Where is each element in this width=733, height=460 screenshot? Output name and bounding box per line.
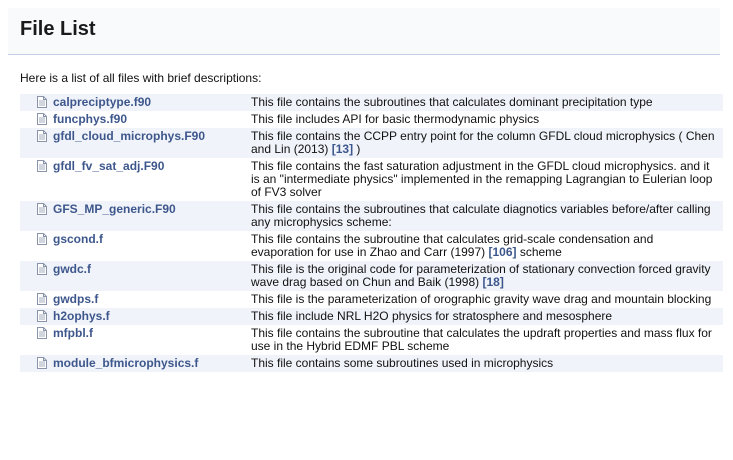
file-description: This file contains the CCPP entry point … (246, 128, 723, 158)
file-link[interactable]: GFS_MP_generic.F90 (53, 202, 176, 216)
table-row: gwdc.f This file is the original code fo… (20, 261, 723, 291)
file-entry-cell: h2ophys.f (20, 308, 246, 325)
file-description: This file contains the subroutines that … (246, 201, 723, 231)
file-entry-cell: gfdl_fv_sat_adj.F90 (20, 158, 246, 201)
intro-text: Here is a list of all files with brief d… (20, 71, 262, 85)
file-description: This file contains the subroutine that c… (251, 326, 712, 353)
file-link[interactable]: h2ophys.f (53, 309, 110, 323)
file-list-table: calpreciptype.f90 This file contains the… (20, 94, 723, 372)
page-title: File List (20, 18, 96, 40)
file-entry-cell: GFS_MP_generic.F90 (20, 201, 246, 231)
description-text: scheme (516, 245, 562, 259)
file-icon (37, 293, 47, 305)
file-link[interactable]: module_bfmicrophysics.f (53, 356, 199, 370)
file-description: This file is the parameterization of oro… (251, 292, 712, 306)
file-entry-cell: mfpbl.f (20, 325, 246, 355)
file-icon (37, 357, 47, 369)
citation-link[interactable]: [13] (331, 142, 354, 156)
file-entry-cell: calpreciptype.f90 (20, 94, 246, 111)
table-row: funcphys.f90 This file includes API for … (20, 111, 723, 128)
table-row: gfdl_cloud_microphys.F90 This file conta… (20, 128, 723, 158)
file-icon (37, 113, 47, 125)
description-text: This file contains the CCPP entry point … (251, 129, 715, 156)
file-link[interactable]: gwdps.f (53, 292, 99, 306)
file-icon (37, 130, 47, 142)
file-entry-cell: funcphys.f90 (20, 111, 246, 128)
file-entry-cell: gwdc.f (20, 261, 246, 291)
file-icon (37, 233, 47, 245)
description-text: This file is the original code for param… (251, 262, 711, 289)
table-row: module_bfmicrophysics.f This file contai… (20, 355, 723, 372)
file-link[interactable]: calpreciptype.f90 (53, 95, 152, 109)
file-entry-cell: gfdl_cloud_microphys.F90 (20, 128, 246, 158)
table-row: gfdl_fv_sat_adj.F90 This file contains t… (20, 158, 723, 201)
page-header: File List (8, 8, 720, 55)
table-row: gwdps.f This file is the parameterizatio… (20, 291, 723, 308)
description-text: ) (353, 142, 361, 156)
file-description: This file contains the subroutine that c… (246, 231, 723, 261)
table-row: h2ophys.f This file include NRL H2O phys… (20, 308, 723, 325)
description-text: This file contains the subroutine that c… (251, 232, 654, 259)
file-description: This file contains the fast saturation a… (251, 159, 713, 199)
citation-link[interactable]: [106] (488, 245, 517, 259)
file-description: This file contains the subroutines that … (246, 94, 723, 111)
file-link[interactable]: gscond.f (53, 232, 103, 246)
file-link[interactable]: mfpbl.f (53, 326, 93, 340)
file-icon (37, 327, 47, 339)
file-link[interactable]: gwdc.f (53, 262, 91, 276)
file-icon (37, 96, 47, 108)
file-link[interactable]: gfdl_cloud_microphys.F90 (53, 129, 206, 143)
file-entry-cell: gscond.f (20, 231, 246, 261)
file-description: This file contains some subroutines used… (246, 355, 723, 372)
file-icon (37, 160, 47, 172)
file-description: This file is the original code for param… (246, 261, 723, 291)
file-description: This file includes API for basic thermod… (251, 112, 540, 126)
file-link[interactable]: funcphys.f90 (53, 112, 128, 126)
table-row: calpreciptype.f90 This file contains the… (20, 94, 723, 111)
table-row: gscond.f This file contains the subrouti… (20, 231, 723, 261)
table-row: mfpbl.f This file contains the subroutin… (20, 325, 723, 355)
file-description: This file include NRL H2O physics for st… (246, 308, 723, 325)
file-icon (37, 263, 47, 275)
citation-link[interactable]: [18] (482, 275, 504, 289)
file-entry-cell: module_bfmicrophysics.f (20, 355, 246, 372)
table-row: GFS_MP_generic.F90 This file contains th… (20, 201, 723, 231)
file-icon (37, 203, 47, 215)
file-icon (37, 310, 47, 322)
file-entry-cell: gwdps.f (20, 291, 246, 308)
file-link[interactable]: gfdl_fv_sat_adj.F90 (53, 159, 165, 173)
